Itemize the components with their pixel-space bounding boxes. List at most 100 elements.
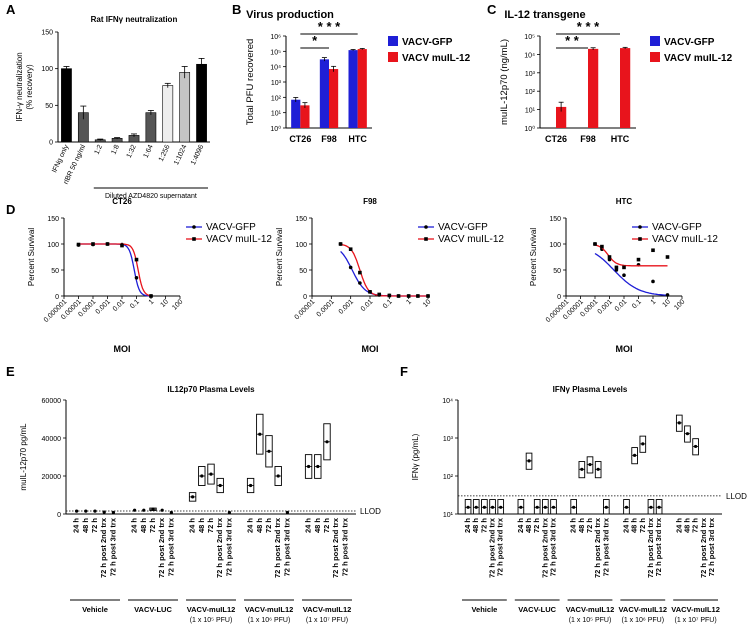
chart-b-ylabel: Total PFU recovered (245, 39, 256, 126)
chart-f-box (489, 499, 496, 515)
chart-f-timepoint-label: 72 h post 2nd trx (540, 517, 549, 578)
chart-f-box (623, 499, 630, 515)
chart-e-point (191, 495, 195, 499)
chart-e-timepoint-label: 48 h (81, 518, 90, 533)
chart-f-timepoint-label: 24 h (463, 518, 472, 533)
chart-c-legend-label: VACV-GFP (664, 37, 715, 48)
chart-d3-point (665, 293, 670, 297)
chart-e-group-label: VACV-muIL12 (245, 605, 294, 614)
chart-f-ylabel: IFNγ (pg/mL) (411, 433, 420, 480)
chart-f-box (603, 499, 610, 515)
chart-f-timepoint-label: 72 h post 3rd trx (707, 517, 716, 576)
chart-d3-y-tick-label: 100 (549, 242, 561, 249)
chart-b-legend-label: VACV muIL-12 (402, 53, 471, 64)
chart-d1-point (120, 243, 124, 248)
chart-d1-point (76, 242, 81, 247)
chart-e-timepoint-label: 72 h post 3rd trx (224, 517, 233, 576)
chart-f-y-tick-label: 10² (443, 474, 454, 481)
chart-f-timepoint-label: 48 h (471, 518, 480, 533)
chart-d2-point (338, 242, 343, 246)
chart-f-timepoint-label: 72 h post 2nd trx (593, 517, 602, 578)
chart-e-y-tick-label: 60000 (42, 398, 62, 405)
chart-d2-point (426, 294, 430, 298)
chart-f-timepoint-label: 72 h post 3rd trx (549, 517, 558, 576)
chart-d1-x-tick-label: 0.1 (129, 298, 141, 310)
chart-d2-x-tick-label: 0.00001 (294, 298, 317, 321)
chart-d1-point (105, 242, 110, 246)
chart-d-f98: F98 0 50 100 150 0.00001 0.0001 0.001 0.01 0.1 1 10… (275, 197, 504, 354)
chart-e-point (325, 440, 329, 444)
chart-f-point (580, 467, 584, 471)
chart-a-x-tick-label: 1:4096 (190, 144, 205, 166)
chart-d2-ylabel: Percent Survival (275, 228, 284, 286)
chart-f-timepoint-label: 72 h (638, 518, 647, 533)
chart-e-timepoint-label: 24 h (72, 518, 81, 533)
chart-e-point (249, 483, 253, 488)
chart-d3-point (622, 265, 626, 270)
chart-f-group-label: VACV-muIL12 (618, 605, 667, 614)
chart-d3-ylabel: Percent Survival (529, 228, 538, 286)
chart-e-point (267, 449, 271, 453)
chart-e-group-label: Vehicle (82, 605, 108, 614)
chart-b-sig-label: * (312, 33, 318, 48)
chart-d3-point (665, 255, 670, 259)
chart-f-point (527, 459, 531, 463)
chart-f-timepoint-label: 72 h post 3rd trx (601, 517, 610, 576)
chart-d3-point (607, 255, 612, 259)
chart-d2-point (348, 247, 353, 251)
chart-f-box (481, 499, 488, 515)
chart-f-group-label: VACV-muIL12 (671, 605, 720, 614)
chart-b-sig-label: * * * (318, 19, 341, 34)
chart-d3-point (636, 257, 641, 262)
chart-e-timepoint-label: 72 h post 2nd trx (99, 517, 108, 578)
chart-d2-x-tick-label: 0.1 (382, 298, 394, 310)
chart-d1-legend-label: VACV-GFP (206, 222, 256, 233)
chart-e-timepoint-label: 24 h (188, 518, 197, 533)
chart-e-title: IL12p70 Plasma Levels (167, 385, 255, 394)
chart-d2-legend-label: VACV-GFP (438, 222, 488, 233)
chart-e-point (142, 508, 146, 512)
chart-e-group-label: VACV-muIL12 (187, 605, 236, 614)
chart-a-bar (162, 85, 174, 143)
chart-f-timepoint-label: 48 h (630, 518, 639, 533)
chart-b-x-tick-label: CT26 (289, 134, 311, 144)
chart-e-point (276, 474, 280, 478)
chart-d3-point (651, 248, 655, 253)
chart-e-timepoint-label: 72 h (264, 518, 273, 533)
chart-f-timepoint-label: 48 h (577, 518, 586, 533)
chart-d3-legend-marker (638, 225, 642, 229)
chart-f-point (694, 444, 698, 449)
chart-f-llod-label: LLOD (726, 492, 747, 501)
chart-d1-legend-marker (192, 225, 196, 229)
chart-e-group-label-dose: (1 x 10⁷ PFU) (306, 617, 348, 624)
chart-d3-series-line (594, 244, 668, 267)
chart-b-y-tick-label: 10⁶ (270, 34, 281, 41)
chart-d1-point (91, 242, 95, 246)
chart-d1-legend-marker (192, 237, 196, 241)
chart-a-bar (179, 72, 191, 143)
chart-d1-point (134, 276, 139, 280)
chart-f-timepoint-label: 72 h post 2nd trx (646, 517, 655, 578)
chart-f-timepoint-label: 48 h (524, 518, 533, 533)
chart-f-point (519, 505, 523, 509)
chart-b-x-tick-label: F98 (321, 134, 337, 144)
chart-e-group-label: VACV-muIL12 (303, 605, 352, 614)
chart-f: IFNγ Plasma Levels 10¹ 10² 10³ 10⁴ IFNγ (pg/m… (411, 385, 747, 624)
chart-b-y-tick-label: 10⁵ (270, 49, 281, 56)
chart-e-point (307, 464, 311, 469)
chart-f-point (657, 505, 661, 509)
chart-e-point (218, 483, 222, 488)
chart-d2-point (416, 294, 420, 298)
chart-e-timepoint-label: 48 h (313, 518, 322, 533)
chart-d2-point (358, 270, 362, 275)
chart-b-y-tick-label: 10¹ (271, 111, 282, 118)
chart-d1-title: CT26 (112, 197, 132, 206)
chart-e-point (200, 474, 204, 478)
chart-b-y-tick-label: 10³ (271, 80, 282, 87)
chart-e-point (151, 507, 155, 511)
chart-d3-point (614, 265, 619, 270)
chart-a-x-tick-label: IFNg only (51, 143, 70, 174)
chart-d3-x-tick-label: 0.001 (597, 298, 614, 315)
chart-f-timepoint-label: 72 h (585, 518, 594, 533)
chart-e-timepoint-label: 24 h (130, 518, 139, 533)
